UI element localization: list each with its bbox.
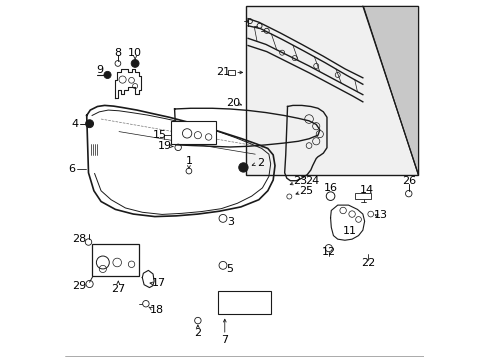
- Text: 27: 27: [111, 284, 125, 294]
- Bar: [228, 70, 234, 75]
- Text: 26: 26: [401, 176, 415, 186]
- Bar: [171, 121, 215, 144]
- Text: 12: 12: [321, 247, 335, 257]
- Text: 23: 23: [292, 176, 306, 186]
- Text: 11: 11: [343, 226, 357, 236]
- Text: 2: 2: [257, 158, 264, 168]
- Text: 15: 15: [152, 130, 166, 140]
- Text: 16: 16: [323, 183, 337, 193]
- Text: 14: 14: [359, 185, 373, 195]
- Text: 5: 5: [226, 264, 233, 274]
- Text: 3: 3: [227, 217, 234, 227]
- Text: 25: 25: [299, 186, 313, 197]
- Text: 2: 2: [194, 328, 201, 338]
- Text: 17: 17: [152, 278, 166, 288]
- Text: 22: 22: [360, 258, 375, 268]
- Circle shape: [131, 59, 139, 67]
- Text: 4: 4: [72, 119, 79, 129]
- Circle shape: [238, 163, 247, 172]
- Text: 19: 19: [158, 140, 172, 150]
- Text: 28: 28: [72, 234, 86, 244]
- Text: 24: 24: [305, 176, 319, 186]
- Text: 1: 1: [185, 156, 192, 166]
- Text: 7: 7: [221, 334, 228, 345]
- Text: 13: 13: [373, 210, 387, 220]
- Text: 6: 6: [68, 163, 75, 174]
- Text: 10: 10: [128, 48, 142, 58]
- Text: 21: 21: [216, 67, 229, 77]
- Bar: [246, 6, 418, 175]
- Text: 8: 8: [114, 48, 121, 58]
- Bar: [354, 193, 370, 199]
- Text: 20: 20: [225, 98, 240, 108]
- Circle shape: [85, 120, 93, 128]
- Text: 29: 29: [72, 281, 86, 291]
- Polygon shape: [362, 6, 418, 175]
- Circle shape: [104, 71, 111, 78]
- Bar: [92, 244, 139, 276]
- Text: 9: 9: [96, 64, 103, 75]
- Text: 18: 18: [149, 305, 163, 315]
- Bar: [217, 291, 271, 315]
